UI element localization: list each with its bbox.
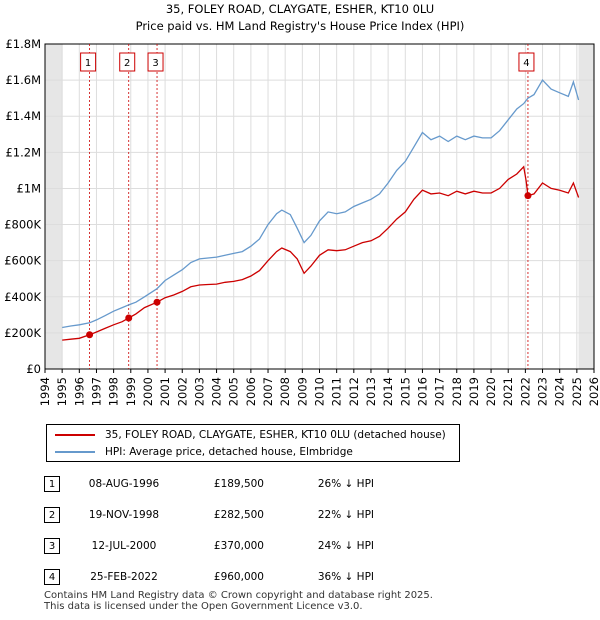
sale-label-1: 1 <box>85 58 91 69</box>
y-tick-label: £0 <box>26 362 41 376</box>
sale-point-1 <box>86 331 94 339</box>
x-tick-label: 2013 <box>364 377 378 406</box>
transaction-number: 2 <box>44 507 60 523</box>
legend-label-property: 35, FOLEY ROAD, CLAYGATE, ESHER, KT10 0L… <box>105 429 446 441</box>
x-tick-label: 1999 <box>124 377 138 406</box>
transactions-table: 1 08-AUG-1996 £189,500 26% ↓ HPI 2 19-NO… <box>44 476 464 600</box>
x-tick-label: 2026 <box>587 377 600 406</box>
transaction-hpi-diff: 26% ↓ HPI <box>317 478 374 490</box>
shaded-range-0 <box>45 44 63 369</box>
series-line-hpi <box>62 79 580 329</box>
footer-line-1: Contains HM Land Registry data © Crown c… <box>44 590 433 601</box>
plot-border <box>44 43 595 370</box>
table-row: 1 08-AUG-1996 £189,500 26% ↓ HPI <box>44 476 464 507</box>
transaction-date: 12-JUL-2000 <box>91 540 157 552</box>
transaction-price: £370,000 <box>213 540 264 552</box>
sale-point-3 <box>153 298 161 306</box>
y-tick-label: £1M <box>16 181 41 195</box>
sale-point-2 <box>125 314 133 322</box>
table-row: 3 12-JUL-2000 £370,000 24% ↓ HPI <box>44 538 464 569</box>
transaction-price: £960,000 <box>213 571 264 583</box>
y-tick-label: £800K <box>4 218 41 232</box>
x-tick-label: 2000 <box>141 377 155 406</box>
chart-title: 35, FOLEY ROAD, CLAYGATE, ESHER, KT10 0L… <box>166 2 434 16</box>
x-tick-label: 1998 <box>107 377 121 406</box>
y-tick-label: £200K <box>4 326 41 340</box>
transaction-date: 25-FEB-2022 <box>90 571 158 583</box>
transaction-price: £189,500 <box>213 478 264 490</box>
x-tick-label: 2015 <box>398 377 412 406</box>
x-tick-label: 2005 <box>227 377 241 406</box>
sale-label-box-1 <box>80 52 97 72</box>
legend-item-hpi: HPI: Average price, detached house, Elmb… <box>55 444 353 460</box>
x-tick-label: 2014 <box>381 377 395 406</box>
x-tick-label: 2025 <box>570 377 584 406</box>
transaction-date: 19-NOV-1998 <box>88 509 160 521</box>
table-row: 2 19-NOV-1998 £282,500 22% ↓ HPI <box>44 507 464 538</box>
transaction-hpi-diff: 24% ↓ HPI <box>317 540 374 552</box>
transaction-number: 1 <box>44 476 60 492</box>
x-tick-label: 2024 <box>553 377 567 406</box>
x-tick-label: 2002 <box>175 377 189 406</box>
x-tick-label: 2012 <box>347 377 361 406</box>
footer-attribution: Contains HM Land Registry data © Crown c… <box>44 590 433 612</box>
transaction-number: 3 <box>44 538 60 554</box>
y-tick-label: £1.2M <box>5 145 41 159</box>
sale-label-box-3 <box>147 52 164 72</box>
x-tick-label: 2017 <box>433 377 447 406</box>
x-tick-label: 2006 <box>244 377 258 406</box>
shaded-range-1 <box>578 44 594 369</box>
x-tick-label: 2008 <box>278 377 292 406</box>
legend-line-hpi <box>55 451 95 453</box>
series-line-property <box>62 165 580 341</box>
transaction-date: 08-AUG-1996 <box>88 478 160 490</box>
x-tick-label: 2007 <box>261 377 275 406</box>
y-tick-label: £1.8M <box>5 37 41 51</box>
transaction-hpi-diff: 22% ↓ HPI <box>317 509 374 521</box>
legend-line-property <box>55 434 95 436</box>
chart-subtitle: Price paid vs. HM Land Registry's House … <box>136 19 465 33</box>
sale-point-4 <box>524 192 532 200</box>
chart-legend: 35, FOLEY ROAD, CLAYGATE, ESHER, KT10 0L… <box>46 424 460 462</box>
x-tick-label: 2019 <box>467 377 481 406</box>
y-tick-label: £1.6M <box>5 73 41 87</box>
x-tick-label: 2004 <box>210 377 224 406</box>
x-tick-label: 2003 <box>192 377 206 406</box>
legend-label-hpi: HPI: Average price, detached house, Elmb… <box>105 446 353 458</box>
y-tick-label: £600K <box>4 254 41 268</box>
x-tick-label: 1995 <box>55 377 69 406</box>
y-tick-label: £1.4M <box>5 109 41 123</box>
transaction-price: £282,500 <box>213 509 264 521</box>
x-tick-label: 2016 <box>415 377 429 406</box>
sale-label-box-4 <box>518 52 535 72</box>
sale-label-box-2 <box>119 52 136 72</box>
x-tick-label: 1996 <box>72 377 86 406</box>
x-tick-label: 2018 <box>450 377 464 406</box>
x-tick-label: 2022 <box>518 377 532 406</box>
y-tick-label: £400K <box>4 290 41 304</box>
transaction-number: 4 <box>44 569 60 585</box>
sale-label-2: 2 <box>124 58 130 69</box>
x-tick-label: 2021 <box>501 377 515 406</box>
x-tick-label: 2023 <box>536 377 550 406</box>
x-tick-label: 1994 <box>38 377 52 406</box>
x-tick-label: 2009 <box>295 377 309 406</box>
sale-label-4: 4 <box>523 58 529 69</box>
price-chart: 35, FOLEY ROAD, CLAYGATE, ESHER, KT10 0L… <box>4 2 600 406</box>
footer-line-2: This data is licensed under the Open Gov… <box>44 601 363 612</box>
x-tick-label: 2001 <box>158 377 172 406</box>
x-tick-label: 2010 <box>313 377 327 406</box>
x-tick-label: 2011 <box>330 377 344 406</box>
table-row: 4 25-FEB-2022 £960,000 36% ↓ HPI <box>44 569 464 600</box>
sale-label-3: 3 <box>152 58 158 69</box>
x-tick-label: 2020 <box>484 377 498 406</box>
x-tick-label: 1997 <box>89 377 103 406</box>
legend-item-property: 35, FOLEY ROAD, CLAYGATE, ESHER, KT10 0L… <box>55 427 446 443</box>
transaction-hpi-diff: 36% ↓ HPI <box>317 571 374 583</box>
